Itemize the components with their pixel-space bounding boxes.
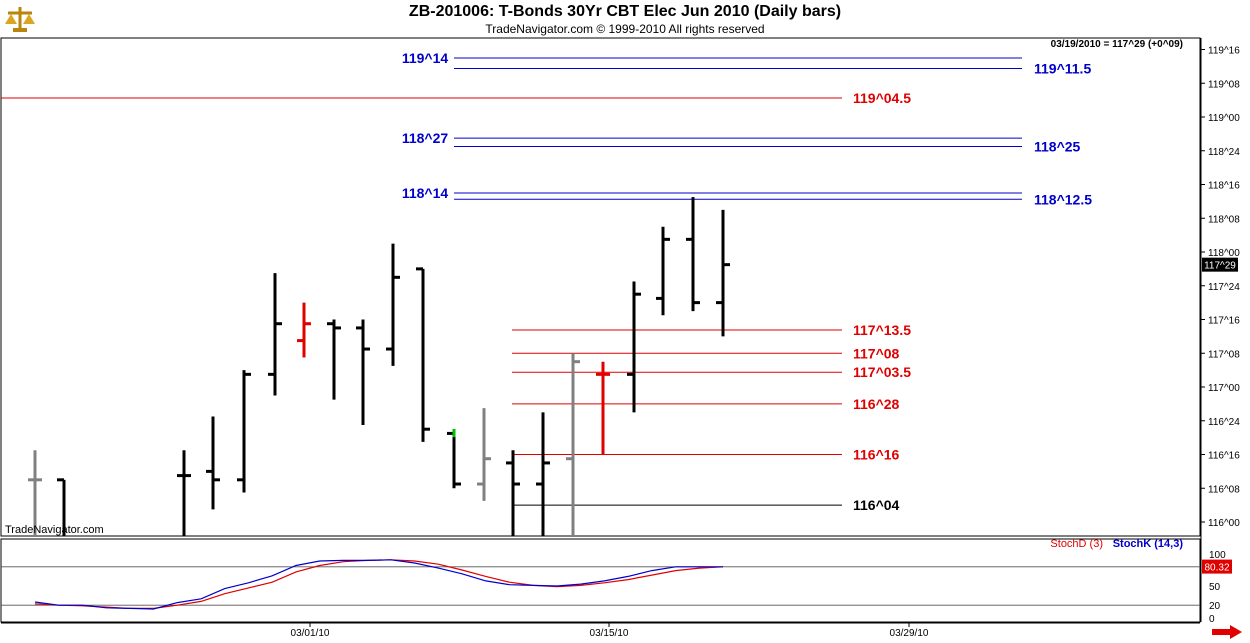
ohlc-bar [297,302,311,358]
ohlc-bar [716,209,730,337]
x-tick-label: 03/29/10 [890,628,929,639]
level-label: 118^14 [402,185,449,201]
ohlc-bar [686,197,700,312]
ohlc-bar [656,226,670,316]
stoch-y-tick-label: 0 [1209,614,1215,625]
legend-stochk: StochK (14,3) [1113,538,1184,550]
y-tick-label: 116^24 [1208,417,1240,428]
x-tick-label: 03/15/10 [590,628,629,639]
y-tick-label: 116^08 [1208,484,1240,495]
y-tick-label: 119^00 [1208,113,1240,124]
ohlc-bar [536,412,550,536]
ohlc-bar [268,273,282,396]
current-price-label: 117^29 [1204,261,1236,272]
ohlc-bar [28,450,42,536]
ohlc-bar [596,361,610,455]
ohlc-bar [447,429,461,489]
ohlc-bar [237,370,251,493]
stoch-y-tick-label: 50 [1209,582,1221,593]
ohlc-bar [327,319,341,400]
level-label: 118^27 [402,130,449,146]
last-quote-text: 03/19/2010 = 117^29 (+0^09) [1051,39,1183,50]
copyright-text: TradeNavigator.com © 1999-2010 All right… [485,22,765,36]
ohlc-bar [566,353,580,536]
level-label: 119^04.5 [853,90,911,106]
y-tick-label: 117^24 [1208,282,1240,293]
level-label: 117^13.5 [853,322,911,338]
y-tick-label: 117^16 [1208,316,1240,327]
y-tick-label: 118^16 [1208,181,1240,192]
stoch-y-tick-label: 20 [1209,601,1221,612]
y-tick-label: 119^08 [1208,79,1240,90]
level-label: 117^03.5 [853,364,911,380]
x-tick-label: 03/01/10 [291,628,330,639]
stoch-value-label: 80.32 [1204,563,1229,574]
y-tick-label: 116^00 [1208,518,1240,529]
ohlc-bar [416,267,430,442]
watermark-text: TradeNavigator.com [5,524,104,536]
level-label: 116^16 [853,447,900,463]
y-tick-label: 117^00 [1208,383,1240,394]
level-label: 116^04 [853,497,900,513]
y-tick-label: 118^00 [1208,248,1240,259]
ohlc-bar [57,478,66,536]
price-panel [0,37,1201,537]
y-tick-label: 119^16 [1208,46,1240,57]
current-price-box [1202,257,1238,272]
level-label: 116^28 [853,396,900,412]
ohlc-bar [206,416,220,510]
level-label: 119^14 [402,50,449,66]
ohlc-bar [627,281,641,413]
level-label: 119^11.5 [1034,60,1091,76]
ohlc-bar [506,450,520,536]
y-tick-label: 116^16 [1208,451,1240,462]
ohlc-bar [356,319,370,425]
red-right-arrow-icon[interactable] [1212,625,1242,639]
stochastic-panel [0,538,1201,623]
stoch-series-line [34,559,723,610]
level-label: 117^08 [853,345,900,361]
legend-stochd: StochD (3) [1050,538,1103,550]
stoch-value-box [1202,559,1232,574]
ohlc-bar [477,408,491,501]
y-tick-label: 117^08 [1208,349,1240,360]
y-tick-label: 118^08 [1208,214,1240,225]
level-label: 118^12.5 [1034,191,1092,207]
stoch-y-tick-label: 100 [1209,550,1226,561]
scales-logo-icon[interactable] [4,4,36,34]
y-tick-label: 118^24 [1208,147,1240,158]
level-label: 118^25 [1034,139,1081,155]
ohlc-bar [386,243,400,366]
ohlc-bar [177,450,191,536]
chart-title: ZB-201006: T-Bonds 30Yr CBT Elec Jun 201… [408,3,842,20]
